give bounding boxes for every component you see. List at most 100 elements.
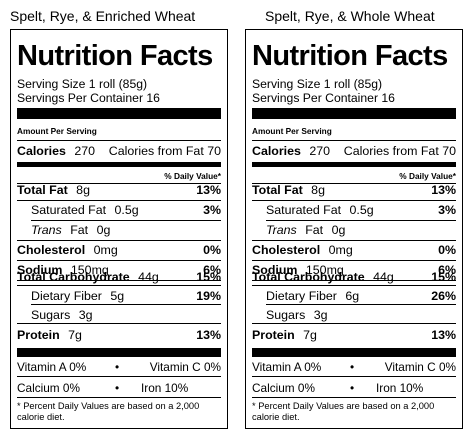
calories-label: Calories [17,144,66,158]
nutrient-dv: 0% [438,243,456,257]
nutrient-name: Cholesterol [17,243,86,257]
thick-divider [17,348,221,357]
divider [17,323,221,324]
total-fat-row: Total Fat 8g 13% [17,183,221,197]
nutrient-name-rest: Fat [70,223,89,237]
divider [252,285,456,286]
footnote: * Percent Daily Values are based on a 2,… [252,401,435,422]
nutrient-name: Dietary Fiber [266,289,337,303]
bullet: • [115,381,120,395]
calories-value: 270 [309,144,331,158]
calcium: Calcium 0% [17,381,80,395]
vitamin-a: Vitamin A 0% [17,360,87,374]
nutrient-dv: 13% [431,183,456,197]
nutrient-dv: 3% [203,203,221,217]
footnote: * Percent Daily Values are based on a 2,… [17,401,200,422]
label-heading: Nutrition Facts [252,40,448,72]
nutrient-amount: 0g [96,223,111,237]
daily-value-header: % Daily Value* [164,171,221,181]
divider [31,220,221,221]
medium-divider [17,162,221,167]
divider [252,260,456,261]
nutrient-name: Sugars [31,308,71,322]
nutrient-name: Total Fat [252,183,303,197]
saturated-fat-row: Saturated Fat 0.5g 3% [17,203,221,217]
nutrient-amount: 0.5g [349,203,374,217]
medium-divider [252,162,456,167]
thick-divider [17,108,221,119]
nutrient-dv: 13% [196,328,221,342]
divider [266,304,456,305]
nutrient-name: Protein [252,328,295,342]
divider [17,183,221,184]
protein-row: Protein 7g 13% [252,328,456,342]
nutrient-name: Cholesterol [252,243,321,257]
divider [252,376,456,377]
vitamin-a: Vitamin A 0% [252,360,322,374]
nutrient-amount: 7g [68,328,82,342]
divider [17,376,221,377]
nutrient-amount: 3g [313,308,328,322]
divider [266,220,456,221]
calories-row: Calories 270 Calories from Fat 70 [252,144,456,158]
nutrient-name: Sugars [266,308,306,322]
nutrient-dv: 15% [196,270,221,284]
thick-divider [252,348,456,357]
divider [252,280,456,281]
divider [252,183,456,184]
calcium: Calcium 0% [252,381,315,395]
nutrient-name: Saturated Fat [31,203,107,217]
calories-from-fat: Calories from Fat 70 [108,144,221,158]
nutrient-name: Dietary Fiber [31,289,102,303]
iron: Iron 10% [376,381,424,395]
nutrient-amount: 0.5g [114,203,139,217]
nutrient-amount: 150mg [305,263,344,277]
divider [17,280,221,281]
nutrient-name: Trans [31,223,62,237]
nutrient-dv: 6% [203,263,221,277]
nutrient-dv: 15% [431,270,456,284]
nutrient-amount: 3g [78,308,93,322]
calories-from-fat: Calories from Fat 70 [343,144,456,158]
nutrient-dv: 0% [203,243,221,257]
nutrient-name: Sodium [17,263,63,277]
nutrient-amount: 8g [311,183,325,197]
nutrient-name: Protein [17,328,60,342]
nutrition-facts-label: Nutrition Facts Serving Size 1 roll (85g… [10,29,228,429]
divider [17,140,221,141]
nutrient-amount: 150mg [70,263,109,277]
divider [252,397,456,398]
calories-row: Calories 270 Calories from Fat 70 [17,144,221,158]
nutrient-dv: 3% [438,203,456,217]
nutrient-name: Saturated Fat [266,203,342,217]
total-fat-row: Total Fat 8g 13% [252,183,456,197]
nutrient-amount: 44g [138,270,159,284]
divider [252,140,456,141]
label-heading: Nutrition Facts [17,40,213,72]
bullet: • [350,381,355,395]
servings-per-container: Servings Per Container 16 [252,91,395,105]
thick-divider [252,108,456,119]
nutrient-amount: 7g [303,328,317,342]
sodium-row: Sodium 150mg 6% [17,263,221,277]
trans-fat-row: Trans Fat 0g [17,223,221,237]
calories-label: Calories [252,144,301,158]
nutrient-amount: 0g [331,223,346,237]
protein-row: Protein 7g 13% [17,328,221,342]
nutrient-name-rest: Fat [305,223,324,237]
nutrient-dv: 13% [431,328,456,342]
nutrient-amount: 5g [110,289,125,303]
panel-title: Spelt, Rye, & Enriched Wheat [10,8,196,24]
bullet: • [115,360,120,374]
calories-value: 270 [74,144,96,158]
nutrient-name: Trans [266,223,297,237]
nutrient-amount: 8g [76,183,90,197]
sugars-row: Sugars 3g [252,308,456,322]
nutrient-amount: 0mg [93,243,118,257]
divider [252,240,456,241]
trans-fat-row: Trans Fat 0g [252,223,456,237]
divider [17,260,221,261]
amount-per-serving: Amount Per Serving [252,126,332,136]
nutrient-dv: 6% [438,263,456,277]
divider [17,240,221,241]
